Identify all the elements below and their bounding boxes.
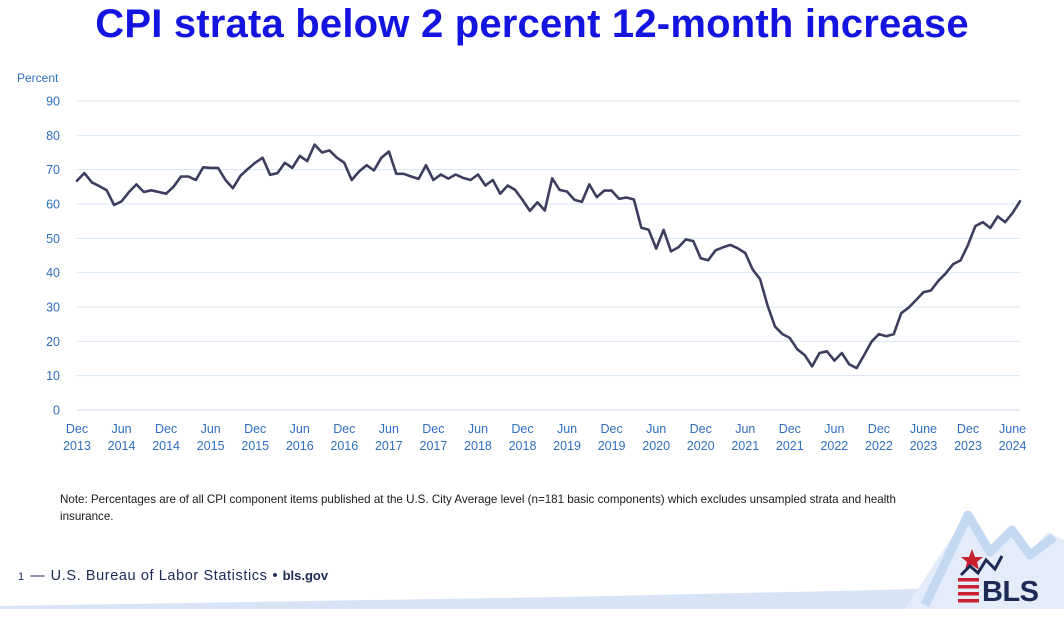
x-tick-month: Dec <box>333 422 355 436</box>
x-tick-month: Dec <box>66 422 88 436</box>
x-tick-month: Jun <box>290 422 310 436</box>
y-tick-label: 70 <box>46 163 60 177</box>
x-tick-label: Dec 2019 <box>598 422 626 453</box>
slide-title: CPI strata below 2 percent 12-month incr… <box>95 2 969 46</box>
x-tick-month: Dec <box>868 422 890 436</box>
x-tick-month: Dec <box>779 422 801 436</box>
x-tick-month: Dec <box>422 422 444 436</box>
x-tick-label: Dec 2016 <box>330 422 358 453</box>
x-tick-label: Dec 2021 <box>776 422 804 453</box>
x-tick-month: Jun <box>824 422 844 436</box>
x-tick-year: 2018 <box>464 439 492 453</box>
x-tick-year: 2020 <box>642 439 670 453</box>
bls-logo-icon <box>958 549 1004 603</box>
x-axis-ticks: Dec 2013 Jun 2014 Dec 2014 Jun 2015 Dec 2015 Jun 20… <box>63 422 1026 453</box>
x-tick-year: 2014 <box>152 439 180 453</box>
x-tick-month: Dec <box>600 422 622 436</box>
x-tick-label: Dec 2017 <box>420 422 448 453</box>
y-axis-title: Percent <box>17 71 59 85</box>
x-tick-year: 2016 <box>330 439 358 453</box>
x-tick-month: Jun <box>735 422 755 436</box>
x-tick-label: Dec 2018 <box>509 422 537 453</box>
footer-swoosh <box>0 584 1064 609</box>
x-tick-year: 2014 <box>108 439 136 453</box>
x-tick-month: Dec <box>155 422 177 436</box>
y-tick-label: 80 <box>46 129 60 143</box>
x-tick-label: Dec 2023 <box>954 422 982 453</box>
grid <box>77 100 1020 411</box>
x-tick-year: 2015 <box>241 439 269 453</box>
x-tick-month: Jun <box>557 422 577 436</box>
x-tick-month: Dec <box>244 422 266 436</box>
footer-organization: U.S. Bureau of Labor Statistics <box>50 568 268 584</box>
x-tick-label: Jun 2016 <box>286 422 314 453</box>
x-tick-label: June 2023 <box>910 422 938 453</box>
footer-website-link[interactable]: bls.gov <box>282 568 329 583</box>
x-tick-label: Dec 2020 <box>687 422 715 453</box>
x-tick-month: June <box>999 422 1026 436</box>
x-tick-year: 2018 <box>509 439 537 453</box>
x-tick-year: 2023 <box>954 439 982 453</box>
x-tick-year: 2016 <box>286 439 314 453</box>
footnote: Note: Percentages are of all CPI compone… <box>60 493 896 523</box>
x-tick-month: Dec <box>690 422 712 436</box>
y-tick-label: 40 <box>46 266 60 280</box>
y-tick-label: 50 <box>46 232 60 246</box>
page-number: 1 <box>18 571 25 583</box>
x-tick-year: 2021 <box>776 439 804 453</box>
x-tick-month: June <box>910 422 937 436</box>
x-tick-year: 2019 <box>553 439 581 453</box>
x-tick-year: 2013 <box>63 439 91 453</box>
x-tick-month: Jun <box>646 422 666 436</box>
footer-dash: — <box>30 568 45 584</box>
x-tick-year: 2022 <box>820 439 848 453</box>
x-tick-month: Jun <box>111 422 131 436</box>
x-tick-month: Jun <box>468 422 488 436</box>
x-tick-label: Jun 2017 <box>375 422 403 453</box>
x-tick-label: Dec 2013 <box>63 422 91 453</box>
bls-logo-text: BLS <box>982 576 1039 608</box>
x-tick-year: 2023 <box>910 439 938 453</box>
y-tick-label: 30 <box>46 301 60 315</box>
x-tick-year: 2024 <box>999 439 1027 453</box>
y-tick-label: 0 <box>53 404 60 418</box>
decorative-trend-line <box>920 510 1057 607</box>
x-tick-label: Jun 2014 <box>108 422 136 453</box>
x-tick-label: Dec 2022 <box>865 422 893 453</box>
y-axis-ticks: 0 10 20 30 40 50 60 70 80 90 <box>46 95 60 418</box>
x-tick-label: Jun 2018 <box>464 422 492 453</box>
x-tick-year: 2017 <box>375 439 403 453</box>
x-tick-label: Jun 2020 <box>642 422 670 453</box>
x-tick-month: Jun <box>201 422 221 436</box>
x-tick-label: Jun 2021 <box>731 422 759 453</box>
series-line <box>75 143 1022 370</box>
x-tick-month: Jun <box>379 422 399 436</box>
x-tick-year: 2022 <box>865 439 893 453</box>
footer-bullet: • <box>272 568 278 584</box>
x-tick-year: 2021 <box>731 439 759 453</box>
x-tick-year: 2015 <box>197 439 225 453</box>
y-tick-label: 10 <box>46 369 60 383</box>
series-layer <box>75 143 1022 370</box>
x-tick-month: Dec <box>511 422 533 436</box>
x-tick-label: June 2024 <box>999 422 1027 453</box>
y-tick-label: 90 <box>46 95 60 109</box>
x-tick-year: 2017 <box>420 439 448 453</box>
y-tick-label: 60 <box>46 198 60 212</box>
x-tick-label: Dec 2015 <box>241 422 269 453</box>
y-tick-label: 20 <box>46 335 60 349</box>
x-tick-label: Dec 2014 <box>152 422 180 453</box>
x-tick-month: Dec <box>957 422 979 436</box>
x-tick-year: 2020 <box>687 439 715 453</box>
x-tick-year: 2019 <box>598 439 626 453</box>
x-tick-label: Jun 2022 <box>820 422 848 453</box>
footer: 1 — U.S. Bureau of Labor Statistics • bls.go… <box>18 568 328 584</box>
x-tick-label: Jun 2019 <box>553 422 581 453</box>
x-tick-label: Jun 2015 <box>197 422 225 453</box>
